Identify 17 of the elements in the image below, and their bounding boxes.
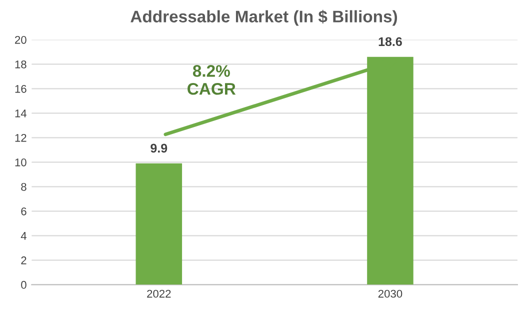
y-tick-label: 16 — [15, 84, 26, 93]
data-label: 9.9 — [150, 144, 168, 153]
annotation: 8.2% CAGR — [188, 65, 236, 95]
y-tick-label: 14 — [15, 110, 26, 118]
y-tick-label: 18 — [15, 60, 26, 68]
x-tick-label: 2030 — [378, 290, 402, 298]
y-tick-label: 4 — [20, 232, 26, 240]
y-tick-label: 6 — [21, 207, 26, 216]
x-tick-label: 2022 — [147, 290, 171, 298]
data-label: 18.6 — [378, 37, 402, 46]
y-tick-label: 0 — [21, 280, 26, 289]
y-tick-label: 10 — [15, 158, 26, 166]
y-tick-label: 20 — [15, 36, 26, 44]
chart-title: Addressable Market (In $ Billions) — [130, 10, 398, 26]
y-tick-label: 12 — [15, 134, 26, 142]
y-tick-label: 8 — [21, 182, 26, 191]
y-tick-label: 2 — [21, 256, 26, 264]
